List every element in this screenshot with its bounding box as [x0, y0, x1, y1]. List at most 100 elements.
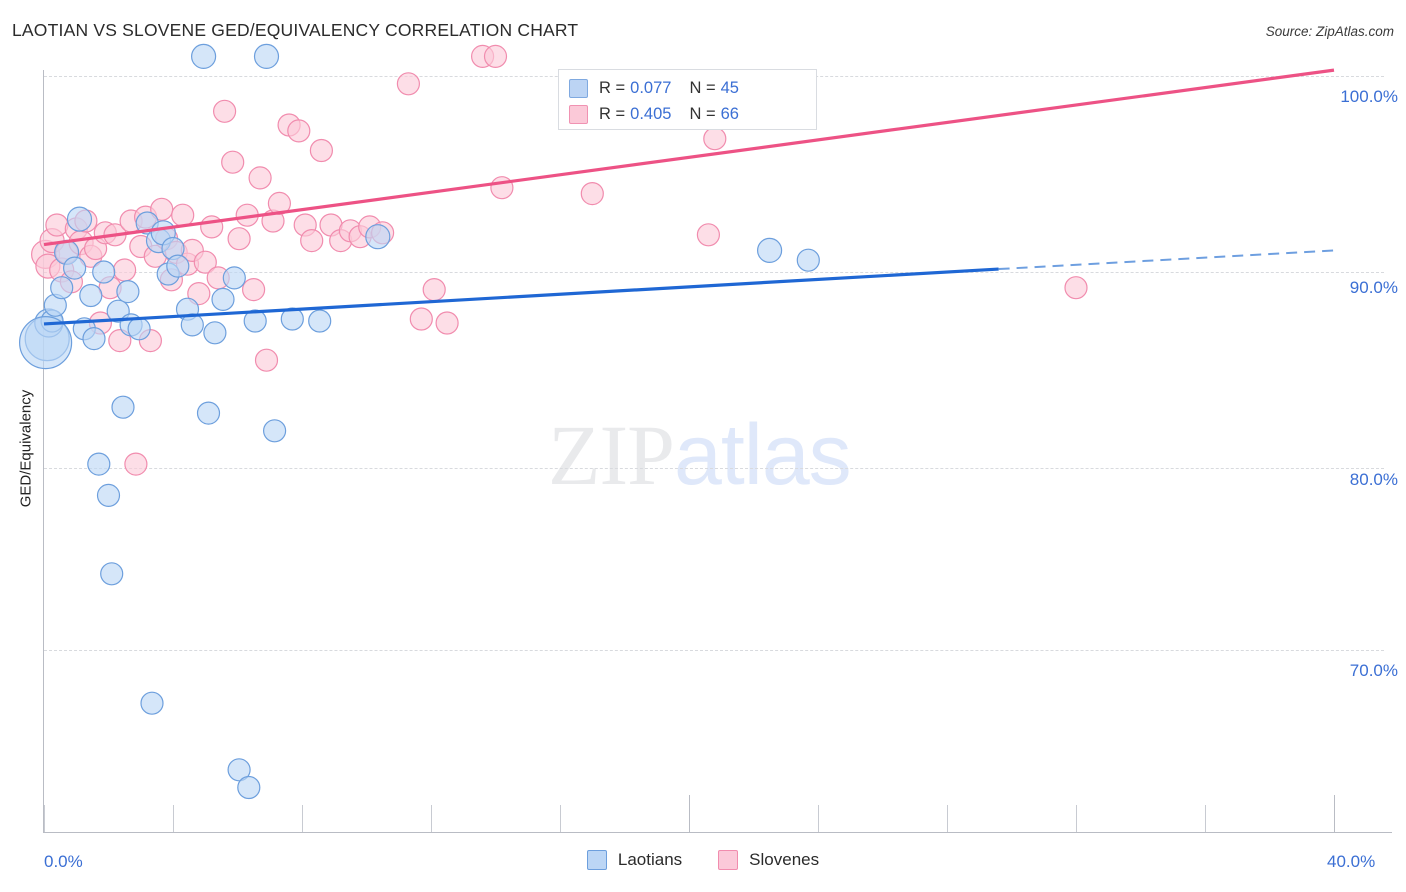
trendline-laotians-extrapolated: [998, 249, 1335, 271]
data-point-laotians[interactable]: [308, 309, 332, 333]
data-point-slovenes[interactable]: [435, 311, 459, 335]
data-point-slovenes[interactable]: [108, 329, 132, 353]
data-point-laotians[interactable]: [79, 283, 103, 308]
data-point-slovenes[interactable]: [396, 72, 420, 96]
x-tick: [44, 805, 45, 832]
data-point-slovenes[interactable]: [227, 227, 251, 251]
data-point-laotians[interactable]: [253, 43, 280, 70]
data-point-slovenes[interactable]: [309, 138, 333, 163]
data-point-slovenes[interactable]: [45, 213, 69, 237]
data-point-laotians[interactable]: [140, 691, 164, 715]
x-tick: [560, 805, 561, 832]
data-point-laotians[interactable]: [237, 775, 261, 800]
data-point-slovenes[interactable]: [124, 452, 148, 476]
x-tick: [1076, 805, 1077, 832]
n-label: N =: [689, 78, 716, 97]
data-point-laotians[interactable]: [191, 43, 217, 70]
legend-item-laotians[interactable]: Laotians: [586, 850, 683, 870]
data-point-slovenes[interactable]: [187, 282, 211, 306]
data-point-laotians[interactable]: [111, 395, 135, 419]
data-point-slovenes[interactable]: [1064, 276, 1088, 300]
data-point-laotians[interactable]: [196, 401, 221, 425]
x-tick-label-max: 40.0%: [1327, 852, 1376, 871]
laotians-swatch-icon: [569, 78, 588, 98]
data-point-slovenes[interactable]: [242, 278, 266, 302]
data-point-laotians[interactable]: [116, 280, 140, 304]
x-tick: [818, 805, 819, 832]
source-attribution: Source: ZipAtlas.com: [1265, 24, 1394, 39]
y-tick-label-70: 70.0%: [1349, 661, 1398, 680]
data-point-slovenes[interactable]: [254, 348, 279, 372]
r-value-laotians: 0.077: [630, 78, 672, 97]
x-tick-major: [1334, 795, 1335, 832]
data-point-laotians[interactable]: [127, 317, 151, 341]
data-point-slovenes[interactable]: [112, 258, 137, 282]
data-point-laotians[interactable]: [82, 327, 106, 351]
data-point-slovenes[interactable]: [150, 197, 174, 221]
data-point-laotians[interactable]: [50, 276, 74, 300]
y-tick-label-100: 100.0%: [1340, 87, 1398, 106]
gridline-70: [44, 650, 1384, 651]
data-point-slovenes[interactable]: [221, 150, 245, 174]
data-point-slovenes[interactable]: [300, 229, 324, 253]
data-point-laotians[interactable]: [203, 321, 227, 345]
data-point-laotians[interactable]: [62, 256, 87, 280]
data-point-laotians[interactable]: [66, 206, 93, 232]
y-axis: [43, 70, 44, 832]
data-point-slovenes[interactable]: [267, 191, 291, 215]
y-tick-label-80: 80.0%: [1349, 470, 1398, 489]
trendline-slovenes: [43, 68, 1335, 247]
statistics-legend: R = 0.077 N = 45 R = 0.405 N = 66: [558, 69, 817, 130]
data-point-laotians[interactable]: [100, 562, 124, 586]
data-point-laotians[interactable]: [756, 237, 783, 263]
data-point-slovenes[interactable]: [287, 119, 311, 143]
data-point-laotians[interactable]: [211, 287, 235, 311]
data-point-laotians[interactable]: [280, 307, 304, 331]
n-label: N =: [689, 104, 716, 123]
data-point-laotians[interactable]: [263, 419, 287, 443]
x-tick: [431, 805, 432, 832]
data-point-laotians[interactable]: [365, 224, 391, 250]
data-point-laotians[interactable]: [166, 254, 190, 278]
data-point-laotians[interactable]: [243, 309, 267, 333]
legend-item-slovenes[interactable]: Slovenes: [718, 850, 819, 870]
data-point-slovenes[interactable]: [213, 99, 237, 123]
r-value-slovenes: 0.405: [630, 104, 672, 123]
data-point-slovenes[interactable]: [696, 223, 721, 247]
r-label: R =: [599, 78, 626, 97]
x-tick-major: [689, 795, 690, 832]
x-tick: [1205, 805, 1206, 832]
n-value-laotians: 45: [720, 78, 739, 97]
trendline-laotians: [43, 267, 999, 326]
data-point-slovenes[interactable]: [703, 127, 727, 151]
x-tick: [302, 805, 303, 832]
data-point-laotians[interactable]: [18, 316, 73, 370]
data-point-slovenes[interactable]: [483, 44, 508, 69]
r-label: R =: [599, 104, 626, 123]
stats-row-laotians: R = 0.077 N = 45: [569, 76, 806, 100]
x-tick: [947, 805, 948, 832]
x-tick: [173, 805, 174, 832]
data-point-slovenes[interactable]: [171, 203, 195, 227]
n-value-slovenes: 66: [720, 104, 739, 123]
data-point-laotians[interactable]: [222, 266, 246, 290]
data-point-slovenes[interactable]: [200, 215, 224, 239]
data-point-laotians[interactable]: [96, 483, 121, 507]
data-point-slovenes[interactable]: [248, 166, 272, 190]
data-point-slovenes[interactable]: [422, 278, 446, 302]
x-axis: [43, 832, 1392, 833]
page-title: LAOTIAN VS SLOVENE GED/EQUIVALENCY CORRE…: [12, 20, 579, 40]
data-point-slovenes[interactable]: [409, 307, 433, 331]
gridline-90: [44, 272, 1384, 273]
data-point-laotians[interactable]: [92, 260, 116, 284]
data-point-slovenes[interactable]: [193, 250, 217, 274]
slovenes-swatch-icon: [569, 104, 588, 124]
legend-label-laotians: Laotians: [617, 850, 683, 869]
x-tick-label-min: 0.0%: [44, 852, 83, 871]
data-point-laotians[interactable]: [796, 248, 820, 272]
data-point-slovenes[interactable]: [580, 182, 604, 206]
data-point-laotians[interactable]: [227, 758, 251, 782]
data-point-laotians[interactable]: [87, 452, 111, 476]
